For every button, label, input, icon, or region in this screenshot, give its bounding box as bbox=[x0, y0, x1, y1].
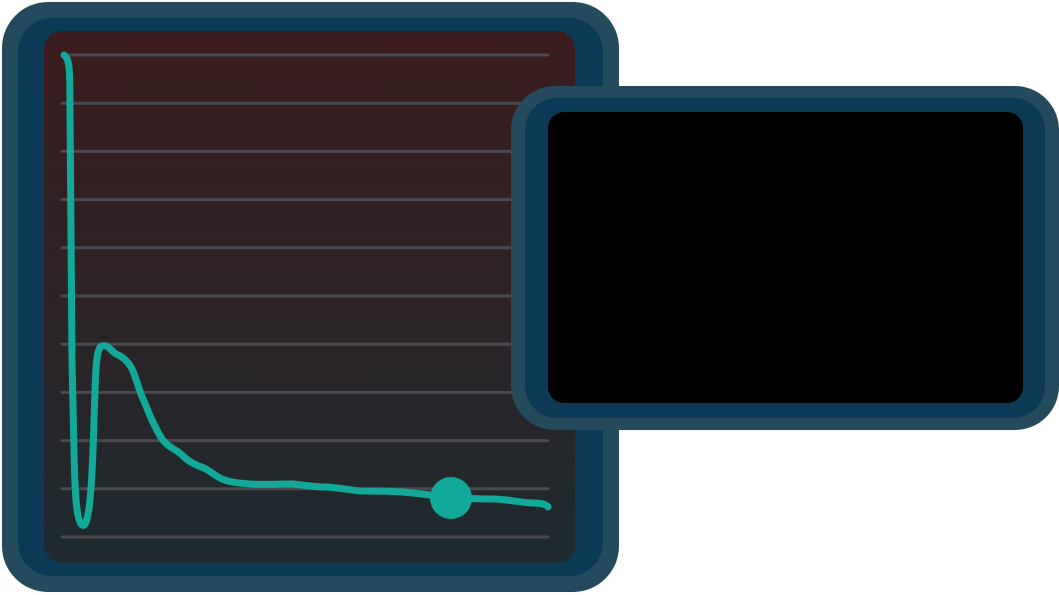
waveform-trace bbox=[60, 51, 552, 529]
waveform-display bbox=[44, 31, 575, 563]
playhead-marker[interactable] bbox=[430, 477, 472, 519]
monitor-screen bbox=[44, 31, 575, 563]
gridlines bbox=[60, 53, 550, 539]
side-panel-screen bbox=[548, 112, 1023, 403]
